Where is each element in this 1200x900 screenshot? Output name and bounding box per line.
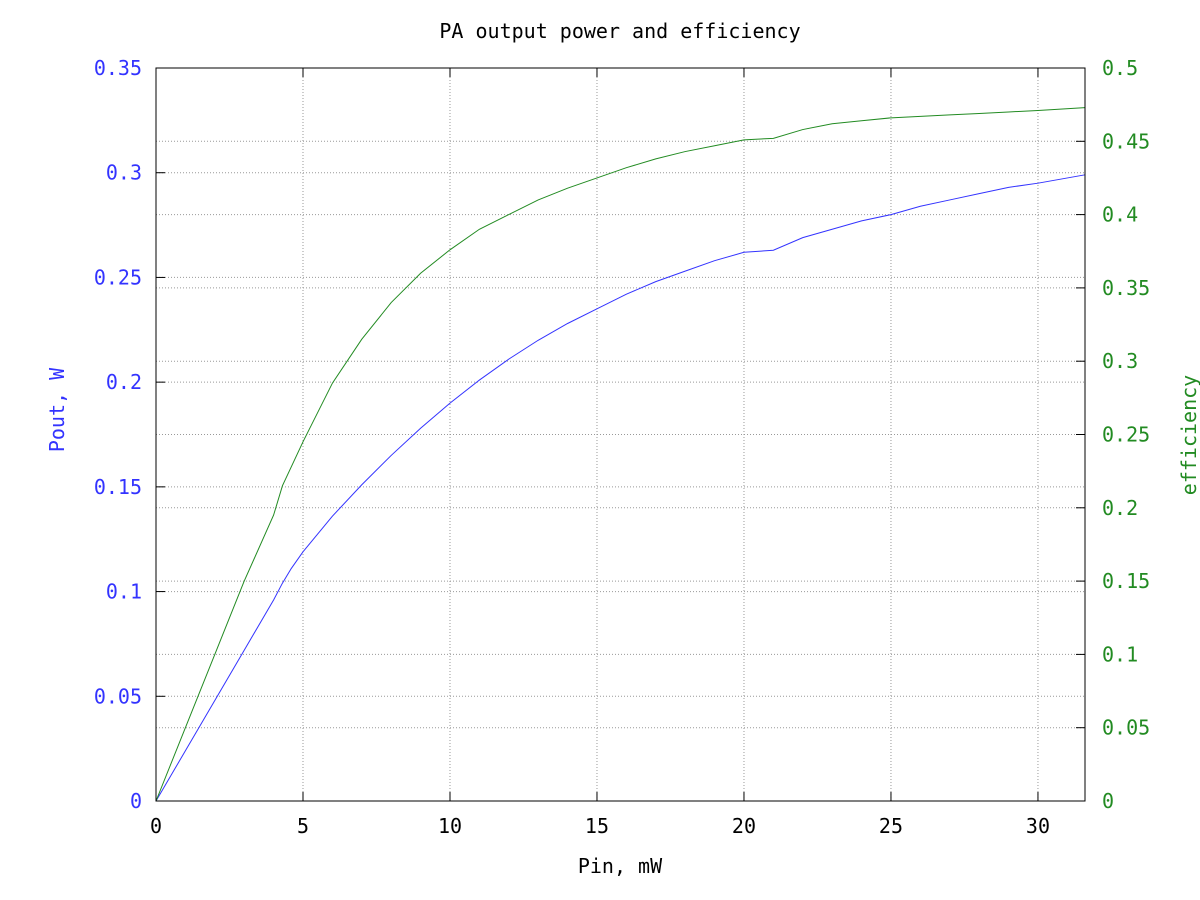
y-tick-label: 0.05 (94, 684, 142, 708)
x-tick-label: 30 (1026, 814, 1050, 838)
x-tick-label: 25 (879, 814, 903, 838)
x-tick-label: 5 (297, 814, 309, 838)
series-line-pout (155, 174, 1086, 802)
y2-axis-label: efficiency (1177, 375, 1200, 495)
y-axis-label: Pout, W (45, 367, 69, 452)
y2-tick-label: 0.35 (1102, 276, 1150, 300)
y-tick-label: 0.3 (106, 161, 142, 185)
y2-tick-label: 0.25 (1102, 423, 1150, 447)
y2-tick-label: 0.5 (1102, 56, 1138, 80)
grid-layer (156, 68, 1085, 801)
x-tick-label: 15 (585, 814, 609, 838)
y2-tick-label: 0.45 (1102, 129, 1150, 153)
y2-tick-label: 0.05 (1102, 716, 1150, 740)
y-tick-label: 0 (130, 789, 142, 813)
y2-tick-label: 0.3 (1102, 349, 1138, 373)
y2-tick-label: 0.4 (1102, 203, 1138, 227)
y2-tick-label: 0.15 (1102, 569, 1150, 593)
y-tick-label: 0.25 (94, 265, 142, 289)
series-layer (155, 107, 1086, 802)
y2-tick-label: 0.1 (1102, 642, 1138, 666)
y-tick-label: 0.35 (94, 56, 142, 80)
tick-layer: 0 5 10 15 20 25 30 0 0.05 0.1 0.15 0.2 0.25 0.3 0.35 0 0… (94, 56, 1150, 838)
y-tick-label: 0.2 (106, 370, 142, 394)
chart-title: PA output power and efficiency (439, 19, 800, 43)
x-tick-label: 20 (732, 814, 756, 838)
y2-tick-label: 0 (1102, 789, 1114, 813)
y2-tick-label: 0.2 (1102, 496, 1138, 520)
x-tick-label: 0 (150, 814, 162, 838)
series-line-efficiency (155, 107, 1086, 802)
y-tick-label: 0.15 (94, 475, 142, 499)
x-axis-label: Pin, mW (578, 854, 663, 878)
x-tick-label: 10 (438, 814, 462, 838)
y-tick-label: 0.1 (106, 580, 142, 604)
